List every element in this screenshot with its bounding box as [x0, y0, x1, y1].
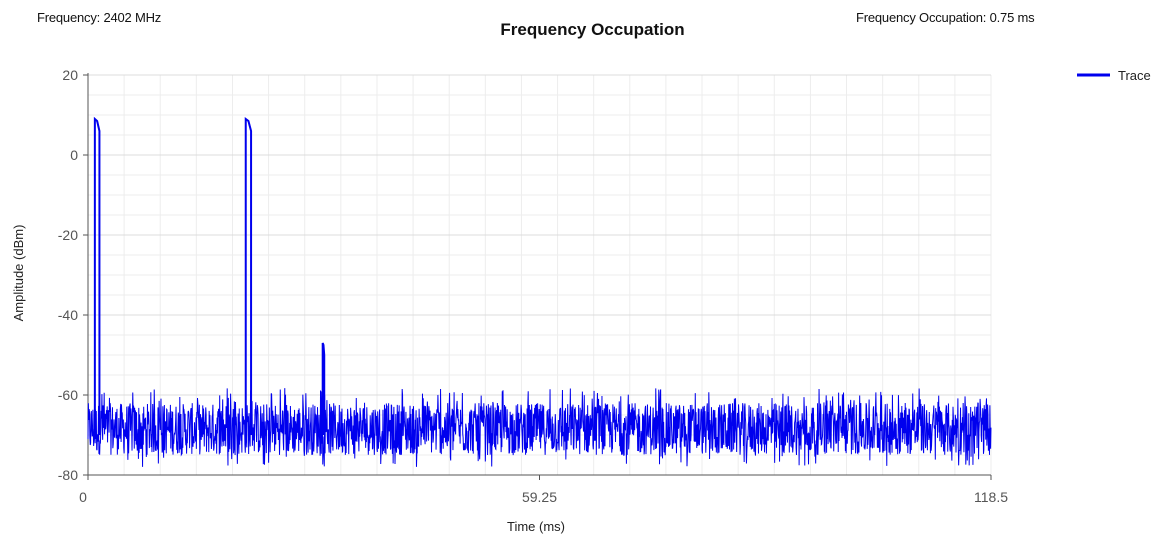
trace-peak-2 — [244, 117, 253, 435]
x-axis-label: Time (ms) — [507, 519, 565, 534]
trace-series — [87, 116, 992, 467]
y-axis-label: Amplitude (dBm) — [11, 225, 26, 322]
legend-label-trace: Trace — [1118, 68, 1151, 83]
y-tick-label: 0 — [70, 147, 78, 163]
x-tick-label: 0 — [79, 489, 87, 505]
x-tick-label: 59.25 — [522, 489, 557, 505]
legend: Trace — [1077, 68, 1151, 83]
trace-noise-line — [87, 388, 992, 467]
x-tick-label: 118.5 — [974, 489, 1008, 505]
tick-labels: 200-20-40-60-800 59.25 118.5 — [58, 67, 1008, 505]
frequency-occupation-label: Frequency Occupation: 0.75 ms — [856, 10, 1035, 25]
y-tick-label: 20 — [62, 67, 78, 83]
trace-peak-1 — [93, 116, 101, 435]
trace-peak-3 — [321, 342, 326, 435]
chart-title: Frequency Occupation — [500, 20, 685, 39]
y-tick-label: -20 — [58, 227, 78, 243]
frequency-label: Frequency: 2402 MHz — [37, 10, 162, 25]
y-tick-label: -60 — [58, 387, 78, 403]
y-tick-label: -40 — [58, 307, 78, 323]
y-tick-label: -80 — [58, 467, 78, 483]
